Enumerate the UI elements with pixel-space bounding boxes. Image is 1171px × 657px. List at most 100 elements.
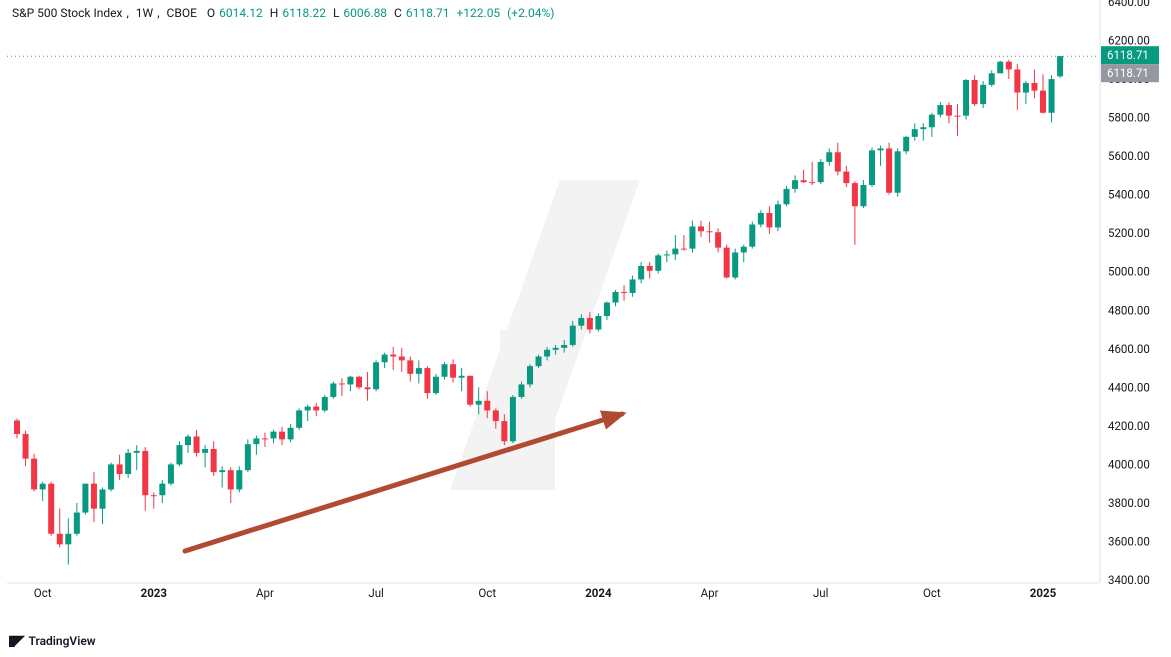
candle-body xyxy=(638,266,644,279)
tradingview-logo: ▮◤ TradingView xyxy=(8,632,96,649)
y-axis-tick: 4400.00 xyxy=(1108,380,1150,394)
candle-body xyxy=(997,62,1003,74)
candle-body xyxy=(134,451,140,453)
chart-canvas[interactable]: 3400.003600.003800.004000.004200.004400.… xyxy=(0,0,1171,657)
candle-body xyxy=(732,252,738,277)
x-axis-tick: Apr xyxy=(701,586,719,600)
candle-body xyxy=(1049,79,1055,113)
ohlc-h-label: H xyxy=(270,6,279,20)
candle-body xyxy=(698,226,704,231)
candle-body xyxy=(518,384,524,397)
candle-body xyxy=(202,449,208,453)
candle-body xyxy=(681,249,687,250)
x-axis-tick: Jul xyxy=(813,586,828,600)
candle-body xyxy=(262,438,268,439)
candle-body xyxy=(536,357,542,367)
candle-body xyxy=(339,383,345,384)
candle-body xyxy=(382,355,388,363)
candle-body xyxy=(553,348,559,350)
candle-body xyxy=(365,387,371,389)
candle-body xyxy=(955,116,961,117)
candle-body xyxy=(142,451,148,495)
x-axis-tick: Jul xyxy=(368,586,383,600)
y-axis-tick: 6400.00 xyxy=(1108,0,1150,9)
candle-body xyxy=(1031,83,1037,91)
candle-body xyxy=(253,438,259,444)
brand-name: TradingView xyxy=(28,634,95,648)
candle-body xyxy=(715,232,721,247)
ohlc-o-value: 6014.12 xyxy=(219,6,263,20)
candle-body xyxy=(23,434,29,459)
y-axis-tick: 4000.00 xyxy=(1108,457,1150,471)
candle-body xyxy=(501,421,507,441)
change-abs: +122.05 xyxy=(456,6,500,20)
candle-body xyxy=(801,180,807,182)
candle-body xyxy=(792,180,798,189)
candle-body xyxy=(459,376,465,378)
candle-body xyxy=(433,377,439,393)
candle-body xyxy=(784,189,790,204)
candle-body xyxy=(664,254,670,255)
candle-body xyxy=(100,489,106,508)
candle-body xyxy=(937,105,943,115)
candle-body xyxy=(313,407,319,411)
candle-body xyxy=(74,513,80,534)
candle-body xyxy=(48,484,54,534)
candle-body xyxy=(621,292,627,293)
candle-body xyxy=(117,464,123,474)
symbol-name: S&P 500 Stock Index xyxy=(12,6,122,20)
candle-body xyxy=(826,152,832,162)
candle-body xyxy=(151,495,157,496)
exchange: CBOE xyxy=(167,6,197,20)
candle-body xyxy=(125,453,131,474)
candle-body xyxy=(741,247,747,253)
candle-body xyxy=(647,266,653,271)
candle-body xyxy=(878,148,884,150)
candle-body xyxy=(322,397,328,410)
candle-body xyxy=(476,401,482,405)
candle-body xyxy=(749,225,755,247)
candle-body xyxy=(775,204,781,227)
candle-body xyxy=(390,355,396,357)
candle-body xyxy=(399,357,405,361)
y-axis-tick: 3600.00 xyxy=(1108,534,1150,548)
y-axis-tick: 5400.00 xyxy=(1108,188,1150,202)
candle-body xyxy=(809,182,815,183)
candle-body xyxy=(886,148,892,192)
candle-body xyxy=(655,255,661,270)
candle-body xyxy=(108,464,114,489)
ohlc-l-label: L xyxy=(333,6,339,20)
candle-body xyxy=(595,316,601,329)
candle-body xyxy=(561,345,567,348)
candle-body xyxy=(835,152,841,171)
candle-body xyxy=(168,464,174,483)
candle-body xyxy=(980,85,986,104)
candle-body xyxy=(82,484,88,513)
logo-icon: ▮◤ xyxy=(8,632,22,649)
candle-body xyxy=(194,436,200,452)
x-axis-tick: Apr xyxy=(256,586,274,600)
candle-body xyxy=(912,129,918,137)
ohlc-l-value: 6006.88 xyxy=(343,6,387,20)
candle-body xyxy=(450,364,456,377)
ohlc-o-label: O xyxy=(207,6,215,20)
candle-body xyxy=(159,484,165,496)
candle-body xyxy=(766,213,772,227)
trend-arrow[interactable] xyxy=(185,414,622,551)
ohlc-h-value: 6118.22 xyxy=(282,6,326,20)
candle-body xyxy=(484,401,490,411)
candle-body xyxy=(305,407,311,411)
x-axis-tick: 2024 xyxy=(585,586,612,600)
candle-body xyxy=(176,445,182,464)
candle-body xyxy=(818,162,824,182)
candle-body xyxy=(40,484,46,490)
ohlc-c-value: 6118.71 xyxy=(406,6,450,20)
y-axis-tick: 5600.00 xyxy=(1108,149,1150,163)
y-axis-tick: 4200.00 xyxy=(1108,419,1150,433)
candle-body xyxy=(578,318,584,326)
candle-body xyxy=(416,368,422,374)
chart-header: S&P 500 Stock Index, 1W, CBOE O6014.12 H… xyxy=(12,6,558,20)
candle-body xyxy=(57,534,63,545)
x-axis-tick: 2023 xyxy=(141,586,168,600)
y-axis-tick: 4600.00 xyxy=(1108,342,1150,356)
